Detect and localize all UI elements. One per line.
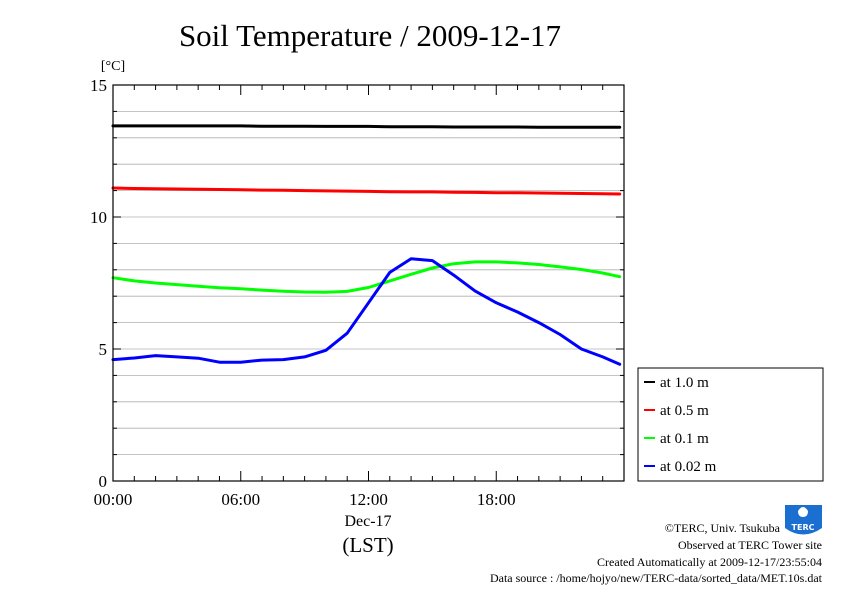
y-tick-label: 15 — [90, 76, 107, 95]
y-unit-label: [°C] — [101, 59, 125, 74]
logo-drop-icon — [798, 507, 808, 517]
terc-logo-icon — [785, 505, 822, 535]
footer-observed: Observed at TERC Tower site — [678, 538, 822, 552]
x-tick-label: 00:00 — [94, 490, 133, 509]
series-line — [111, 260, 622, 294]
chart-title: Soil Temperature / 2009-12-17 — [179, 18, 561, 53]
x-tick-label: 18:00 — [477, 490, 516, 509]
legend-label: at 1.0 m — [660, 375, 709, 391]
y-axis-ticks: 0 5 10 15 — [90, 76, 624, 491]
x-tick-label: 12:00 — [349, 490, 388, 509]
series-line — [111, 124, 622, 129]
legend-box — [637, 367, 824, 482]
legend-label: at 0.5 m — [660, 403, 709, 419]
x-axis-ticks: 00:00 06:00 12:00 18:00 — [94, 85, 625, 509]
footer-copyright: ©TERC, Univ. Tsukuba — [665, 521, 781, 535]
series-line — [111, 257, 622, 366]
series-line — [111, 186, 622, 196]
date-label: Dec-17 — [344, 513, 391, 530]
x-tick-label: 06:00 — [221, 490, 260, 509]
legend-label: at 0.1 m — [660, 431, 709, 447]
terc-logo: TERC — [785, 505, 822, 535]
series-lines — [111, 124, 622, 366]
gridlines — [113, 111, 624, 456]
y-tick-label: 0 — [99, 472, 108, 491]
y-tick-label: 5 — [99, 340, 108, 359]
logo-text: TERC — [792, 523, 815, 532]
legend-label: at 0.02 m — [660, 459, 717, 475]
footer-created: Created Automatically at 2009-12-17/23:5… — [597, 555, 822, 569]
y-tick-label: 10 — [90, 208, 107, 227]
legend: at 1.0 m at 0.5 m at 0.1 m at 0.02 m — [637, 367, 824, 482]
x-axis-label: (LST) — [342, 533, 393, 557]
footer-source: Data source : /home/hojyo/new/TERC-data/… — [490, 571, 823, 585]
plot-frame — [112, 84, 625, 482]
